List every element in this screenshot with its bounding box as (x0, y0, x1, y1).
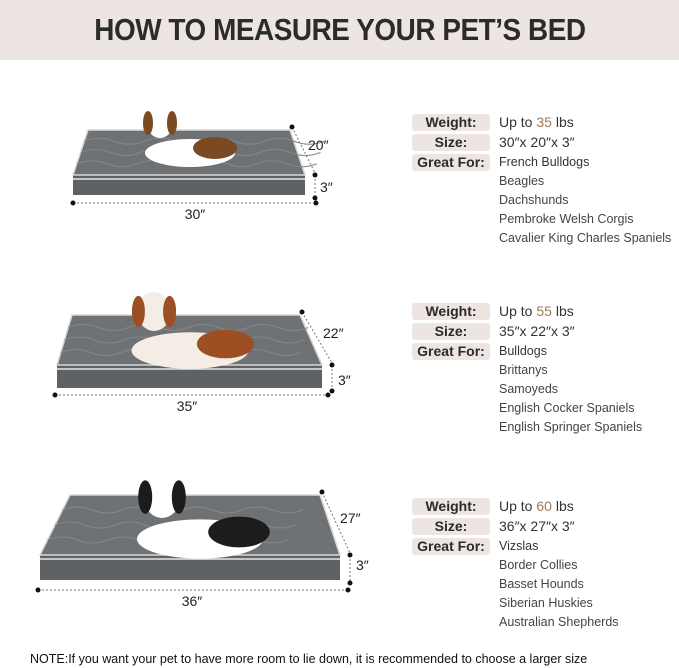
width-label: 20″ (308, 137, 329, 153)
dimension-dot (347, 580, 353, 586)
great-for-label: Great For: (412, 342, 490, 360)
dog-head (147, 108, 173, 138)
width-label: 22″ (323, 325, 344, 341)
size-value: 30″x 20″x 3″ (499, 134, 575, 150)
size-value: 36″x 27″x 3″ (499, 518, 575, 534)
breed-item: Siberian Huskies (499, 596, 593, 610)
quilt-line (68, 324, 309, 331)
dimension-dot (312, 172, 318, 178)
dimension-dot (299, 309, 305, 315)
breed-item: English Cocker Spaniels (499, 401, 635, 415)
page-title: HOW TO MEASURE YOUR PET’S BED (93, 12, 586, 47)
dog-head (143, 476, 181, 518)
breed-item: Basset Hounds (499, 577, 584, 591)
dimension-dot (52, 392, 58, 398)
weight-value: Up to 60 lbs (499, 498, 574, 514)
weight-label: Weight: (412, 302, 490, 320)
length-label: 30″ (185, 206, 206, 222)
width-dimension-line (321, 491, 351, 554)
dimension-dot (289, 124, 295, 130)
dog-ear (131, 295, 145, 328)
size-label: Size: (412, 133, 490, 151)
size-label: Size: (412, 517, 490, 535)
dog-ear (171, 480, 186, 514)
length-label: 35″ (177, 398, 198, 414)
weight-value: Up to 35 lbs (499, 114, 574, 130)
dimension-dot (312, 195, 318, 201)
dog-patch (208, 516, 270, 548)
dimension-dot (329, 388, 335, 394)
dimension-dot (347, 552, 353, 558)
header-banner: HOW TO MEASURE YOUR PET’S BED (0, 0, 679, 60)
great-for-label: Great For: (412, 537, 490, 555)
bed-side (40, 555, 340, 580)
height-label: 3″ (320, 179, 333, 195)
size-label: Size: (412, 322, 490, 340)
length-label: 36″ (182, 593, 203, 609)
dimension-dot (345, 587, 351, 593)
spec-block-medium: Weight: Up to 55 lbs Size: 35″x 22″x 3″ Gr… (412, 301, 642, 437)
dimension-dot (70, 200, 76, 206)
breed-item: Beagles (499, 174, 545, 188)
height-label: 3″ (356, 557, 369, 573)
dog-ear (163, 295, 177, 328)
dimension-dot (313, 200, 319, 206)
size-value: 35″x 22″x 3″ (499, 323, 575, 339)
dimension-dot (329, 362, 335, 368)
breed-item: Cavalier King Charles Spaniels (499, 231, 672, 245)
dimension-dot (319, 489, 325, 495)
dog-ear (167, 111, 177, 135)
dog-patch (193, 137, 237, 159)
weight-label: Weight: (412, 497, 490, 515)
great-for-label: Great For: (412, 153, 490, 171)
dog-head (137, 292, 171, 331)
width-dimension-line (291, 126, 316, 174)
breed-item: Samoyeds (499, 382, 559, 396)
bed-side (57, 365, 322, 388)
width-label: 27″ (340, 510, 361, 526)
dog-ear (143, 111, 153, 135)
breed-item: Brittanys (499, 363, 548, 377)
breed-item: English Springer Spaniels (499, 420, 643, 434)
breed-item: Dachshunds (499, 193, 569, 207)
width-dimension-line (301, 311, 333, 364)
dog-patch (196, 329, 255, 359)
dog-ear (138, 480, 153, 514)
breed-item: Border Collies (499, 558, 578, 572)
bed-illustrations: 30″ 20″ 3″ 35″ 22″ 3″ 36″ 27″ 3″ (35, 108, 369, 609)
breed-item: Bulldogs (499, 344, 547, 358)
dimension-dot (325, 392, 331, 398)
height-label: 3″ (338, 372, 351, 388)
note-text: NOTE:If you want your pet to have more r… (30, 652, 588, 666)
spec-block-small: Weight: Up to 35 lbs Size: 30″x 20″x 3″ Gr… (412, 112, 671, 248)
dimension-dot (35, 587, 41, 593)
weight-value: Up to 55 lbs (499, 303, 574, 319)
bed-side (73, 175, 305, 195)
breed-item: Pembroke Welsh Corgis (499, 212, 634, 226)
weight-label: Weight: (412, 113, 490, 131)
spec-block-large: Weight: Up to 60 lbs Size: 36″x 27″x 3″ Gr… (412, 496, 619, 632)
breed-item: French Bulldogs (499, 155, 590, 169)
breed-item: Vizslas (499, 539, 539, 553)
breed-item: Australian Shepherds (499, 615, 619, 629)
